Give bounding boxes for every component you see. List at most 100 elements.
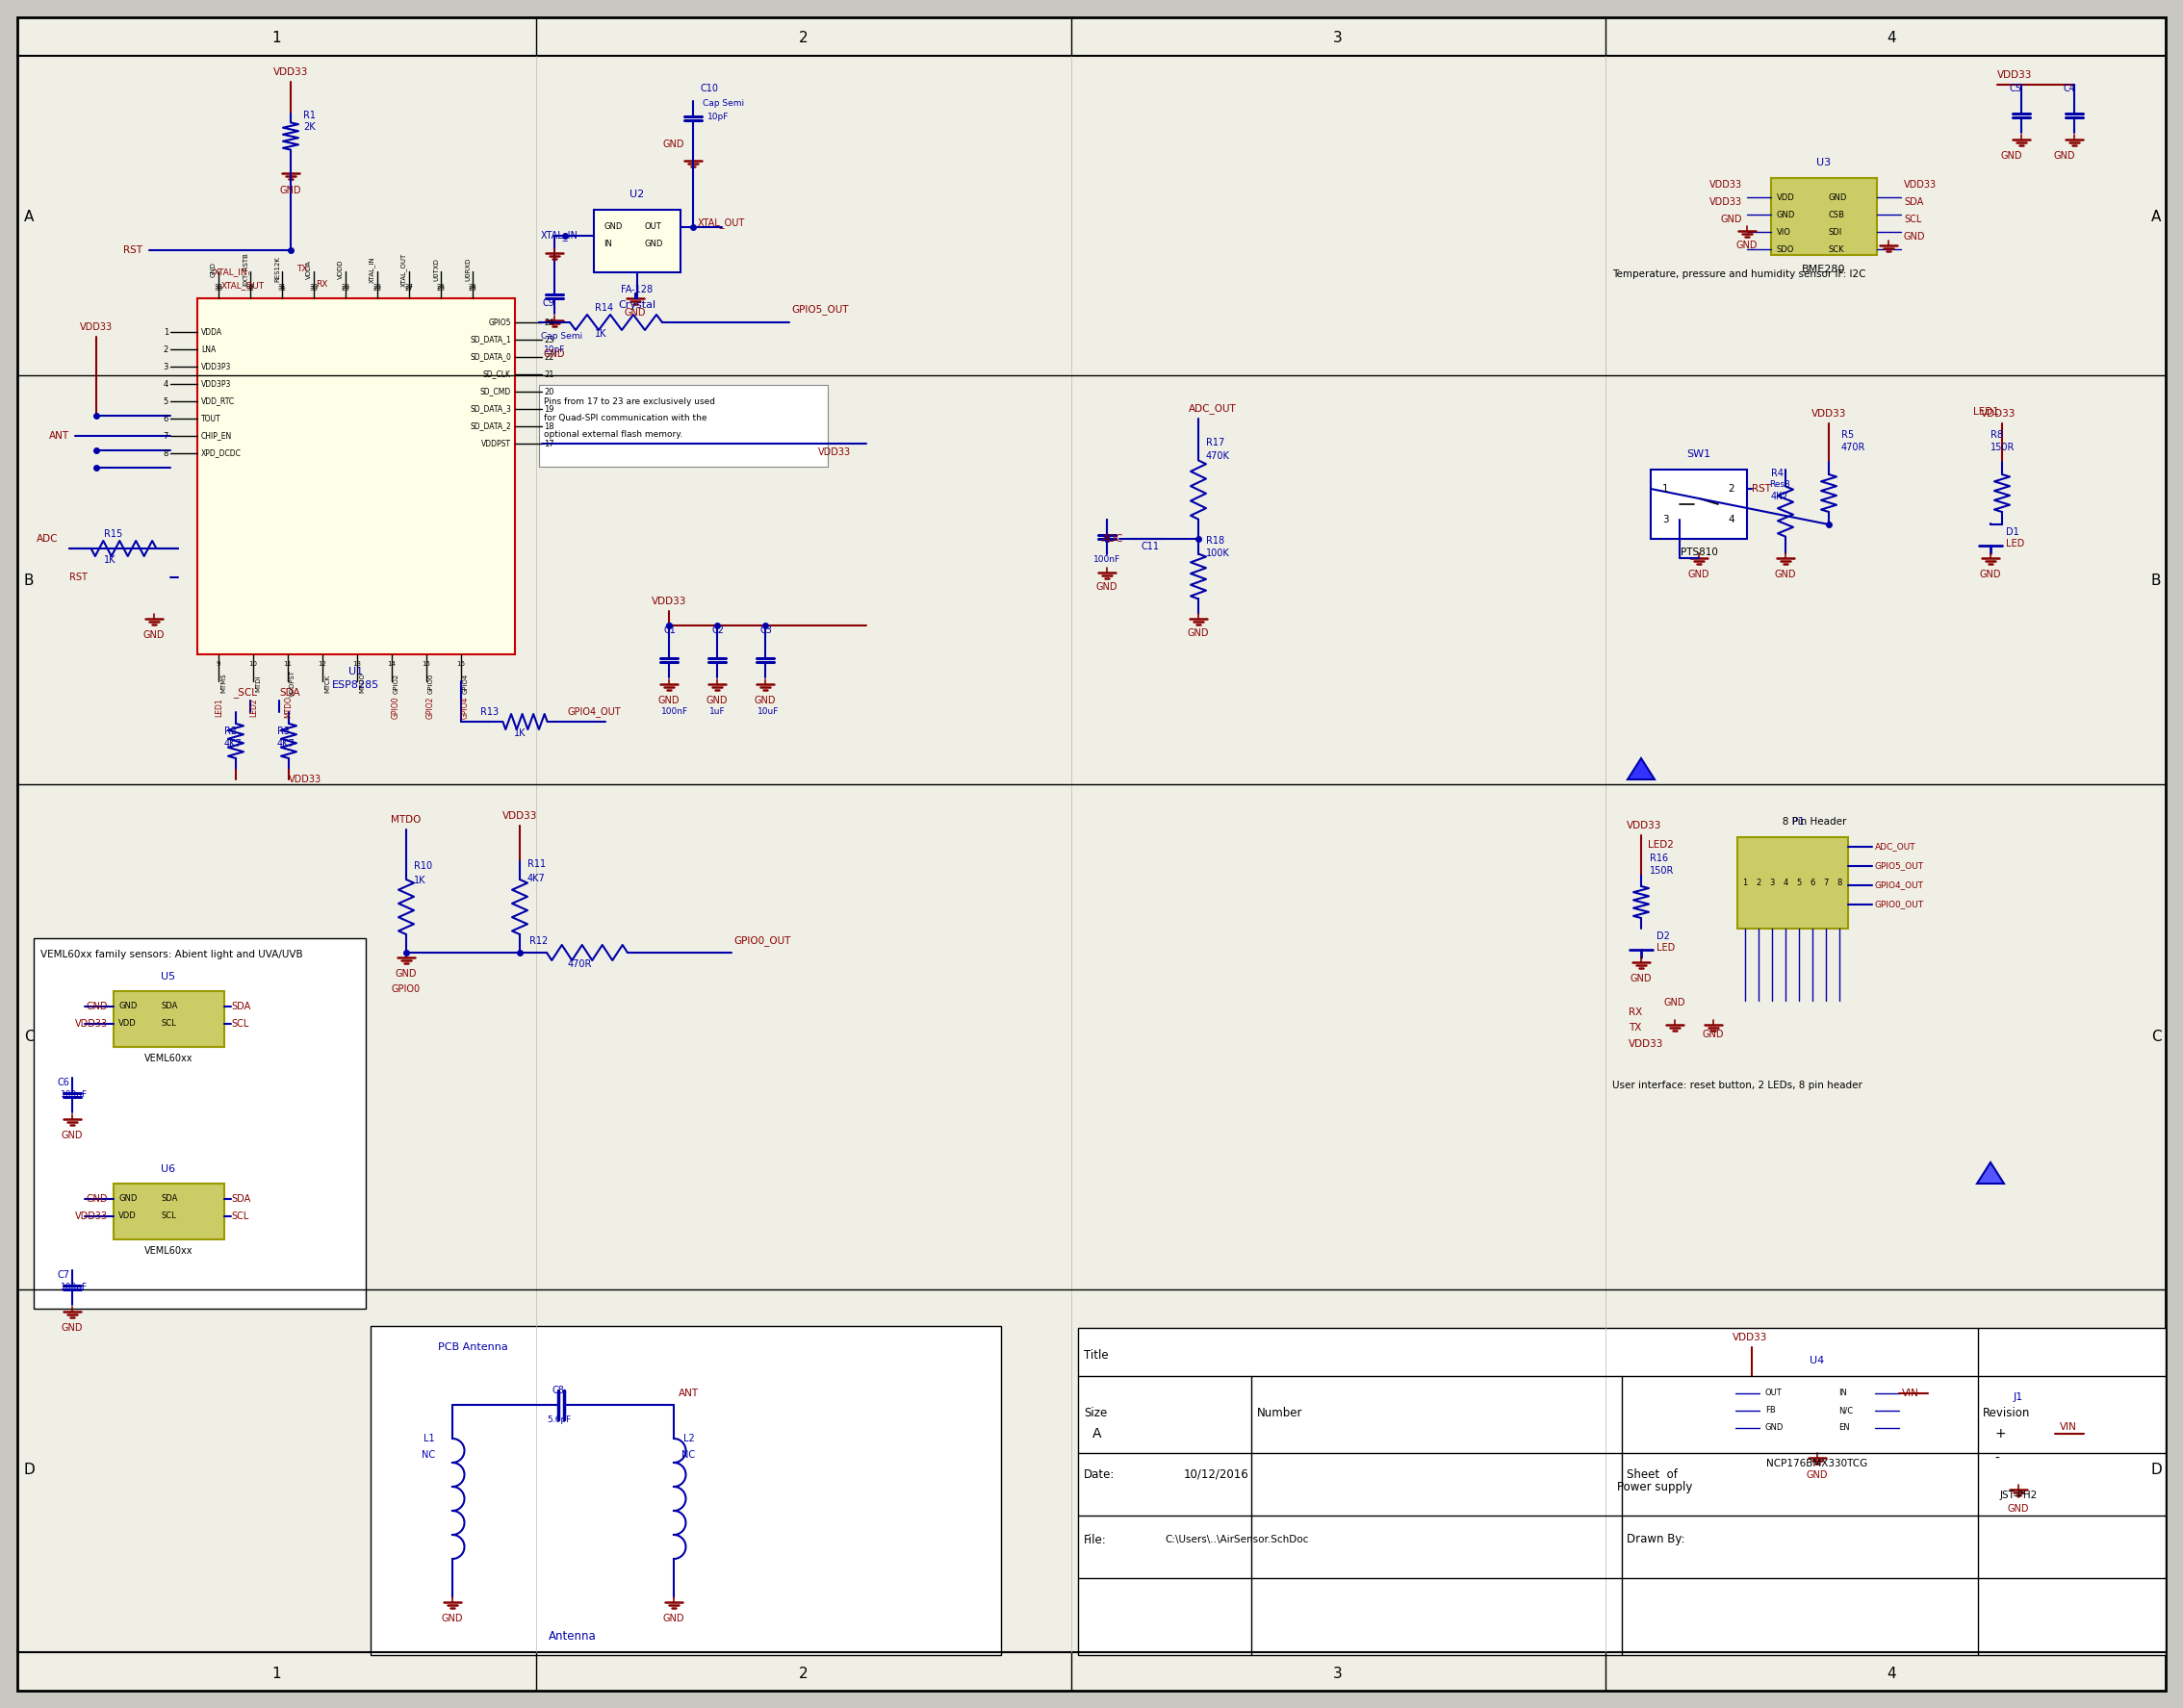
Bar	[196, 299, 515, 654]
Text: A: A	[1092, 1426, 1102, 1440]
Text: 15: 15	[421, 661, 430, 666]
Text: 5: 5	[164, 396, 168, 405]
Text: XTAL_OUT: XTAL_OUT	[402, 253, 408, 287]
Text: 10: 10	[249, 661, 258, 666]
Bar	[594, 210, 681, 272]
Text: 8: 8	[164, 449, 168, 458]
Text: GND: GND	[118, 1003, 138, 1011]
Text: GND: GND	[2008, 1505, 2030, 1513]
Text: GND: GND	[1687, 570, 1709, 579]
Text: Temperature, pressure and humidity sensor IF: I2C: Temperature, pressure and humidity senso…	[1613, 270, 1866, 278]
Text: VDDD: VDDD	[338, 260, 343, 280]
Text: 32: 32	[247, 284, 255, 290]
Text: 22: 22	[544, 352, 554, 362]
Text: C5: C5	[2011, 84, 2021, 94]
Text: NC: NC	[681, 1450, 694, 1460]
Text: LED1: LED1	[214, 699, 223, 717]
Text: 23: 23	[544, 335, 554, 343]
Text: ANT: ANT	[48, 430, 70, 441]
Text: GND: GND	[85, 1001, 107, 1011]
Text: C1: C1	[664, 625, 677, 635]
Text: MTDI: MTDI	[255, 675, 260, 692]
Text: 25: 25	[469, 284, 476, 290]
Text: XTAL_OUT: XTAL_OUT	[699, 219, 744, 229]
Text: SDA: SDA	[162, 1194, 179, 1204]
Text: 100nF: 100nF	[1094, 555, 1120, 564]
Text: 31: 31	[277, 285, 286, 292]
Text: GND: GND	[603, 222, 622, 231]
Text: Cap Semi: Cap Semi	[703, 99, 744, 108]
Text: R4: R4	[1770, 468, 1784, 478]
Text: 19: 19	[544, 405, 554, 413]
Text: 9: 9	[216, 661, 220, 666]
Text: 13: 13	[354, 661, 362, 666]
Text: 28: 28	[373, 285, 382, 292]
Text: IN: IN	[603, 241, 611, 249]
Text: VDD33: VDD33	[1626, 822, 1661, 830]
Text: VEML60xx: VEML60xx	[144, 1054, 192, 1064]
Bar	[371, 1325, 1002, 1655]
Text: CHIP_EN: CHIP_EN	[201, 432, 231, 441]
Text: 33: 33	[214, 285, 223, 292]
Text: VDD33: VDD33	[651, 596, 685, 606]
Text: ADC_OUT: ADC_OUT	[1875, 842, 1917, 851]
Text: 100nF: 100nF	[61, 1283, 87, 1291]
Text: ADC: ADC	[37, 535, 57, 543]
Text: GND: GND	[212, 261, 216, 277]
Text: R13: R13	[480, 707, 498, 717]
Text: MTCK: MTCK	[325, 675, 330, 692]
Text: OUT: OUT	[1766, 1389, 1781, 1397]
Text: C4: C4	[2063, 84, 2076, 94]
Text: for Quad-SPI communication with the: for Quad-SPI communication with the	[544, 415, 707, 424]
Text: 27: 27	[404, 285, 413, 292]
Text: SDA: SDA	[231, 1194, 251, 1204]
Text: 1: 1	[271, 1667, 282, 1682]
Text: SDO: SDO	[1777, 244, 1794, 253]
Text: GND: GND	[395, 968, 417, 979]
Text: CSB: CSB	[1829, 210, 1845, 219]
Text: C11: C11	[1140, 541, 1159, 552]
Text: 11: 11	[284, 661, 293, 666]
Text: R11: R11	[528, 859, 546, 869]
Text: NCP176BMX330TCG: NCP176BMX330TCG	[1766, 1459, 1869, 1469]
Bar	[1738, 837, 1849, 929]
Text: R17: R17	[1205, 437, 1225, 447]
Text: GND: GND	[1720, 215, 1742, 224]
Text: 1K: 1K	[513, 728, 526, 738]
Text: R5: R5	[1840, 430, 1853, 439]
Text: BME280: BME280	[1803, 265, 1847, 275]
Text: GND: GND	[144, 630, 166, 640]
Text: Sheet  of: Sheet of	[1626, 1467, 1677, 1481]
Text: IN: IN	[1838, 1389, 1847, 1397]
Text: 4: 4	[1727, 514, 1733, 524]
Text: 30: 30	[310, 285, 319, 292]
Text: VDD3P3: VDD3P3	[201, 379, 231, 388]
Text: GND: GND	[441, 1614, 463, 1623]
Text: 10pF: 10pF	[707, 113, 729, 121]
Bar	[1770, 178, 1877, 254]
Text: PCB Antenna: PCB Antenna	[439, 1342, 509, 1353]
Text: B: B	[2150, 572, 2161, 588]
Text: 1: 1	[1661, 483, 1668, 494]
Text: ADC: ADC	[1102, 535, 1124, 543]
Text: SCL: SCL	[1904, 215, 1921, 224]
Text: 29: 29	[341, 285, 349, 292]
Text: VDD33: VDD33	[1997, 70, 2032, 80]
Text: 10/12/2016: 10/12/2016	[1183, 1467, 1249, 1481]
Text: RES12K: RES12K	[275, 256, 279, 282]
Text: 2: 2	[799, 31, 808, 46]
Text: GND: GND	[1096, 582, 1118, 591]
Text: VDD33: VDD33	[1812, 408, 1847, 418]
Text: GND: GND	[61, 1131, 83, 1141]
Text: RX: RX	[1629, 1008, 1642, 1016]
Text: 2K: 2K	[303, 123, 314, 132]
Text: N/C: N/C	[1838, 1406, 1853, 1414]
Text: SD_DATA_1: SD_DATA_1	[469, 335, 511, 343]
Text: 150R: 150R	[1991, 442, 2015, 453]
Text: SDA: SDA	[279, 688, 299, 697]
Text: VDD33: VDD33	[1709, 196, 1742, 207]
Text: 7: 7	[1823, 880, 1829, 888]
Text: PTS810: PTS810	[1681, 548, 1718, 557]
Text: EXT_RSTB: EXT_RSTB	[242, 253, 249, 287]
Text: GND: GND	[61, 1324, 83, 1332]
